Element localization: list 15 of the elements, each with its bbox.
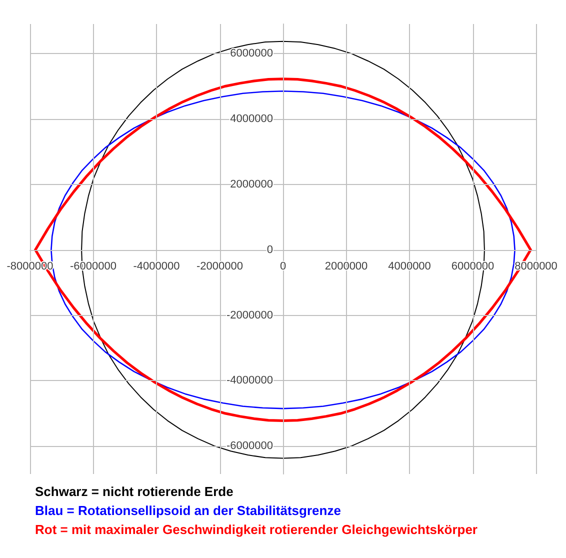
x-tick-label: -4000000 bbox=[133, 260, 180, 272]
x-tick-label: 0 bbox=[280, 260, 286, 272]
y-tick-label: -4000000 bbox=[226, 374, 273, 387]
text: Schwarz = nicht rotierende Erde bbox=[35, 484, 234, 499]
x-tick-label: 4000000 bbox=[388, 260, 431, 272]
y-tick-label: -6000000 bbox=[226, 440, 273, 452]
y-tick-label: 2000000 bbox=[230, 178, 273, 190]
y-tick-label: 4000000 bbox=[230, 112, 273, 125]
y-tick-label: 0 bbox=[266, 244, 273, 256]
x-tick-label: 2000000 bbox=[324, 260, 368, 272]
text: Rot = mit maximaler Geschwindigkeit rotierender Gleichgewichtskörper bbox=[35, 522, 478, 537]
x-tick-label: -2000000 bbox=[196, 260, 243, 272]
y-tick-label: 6000000 bbox=[230, 47, 273, 60]
text: Blau = Rotationsellipsoid an der Stabilitätsgrenze bbox=[35, 503, 341, 518]
y-tick-label: -2000000 bbox=[226, 309, 273, 322]
